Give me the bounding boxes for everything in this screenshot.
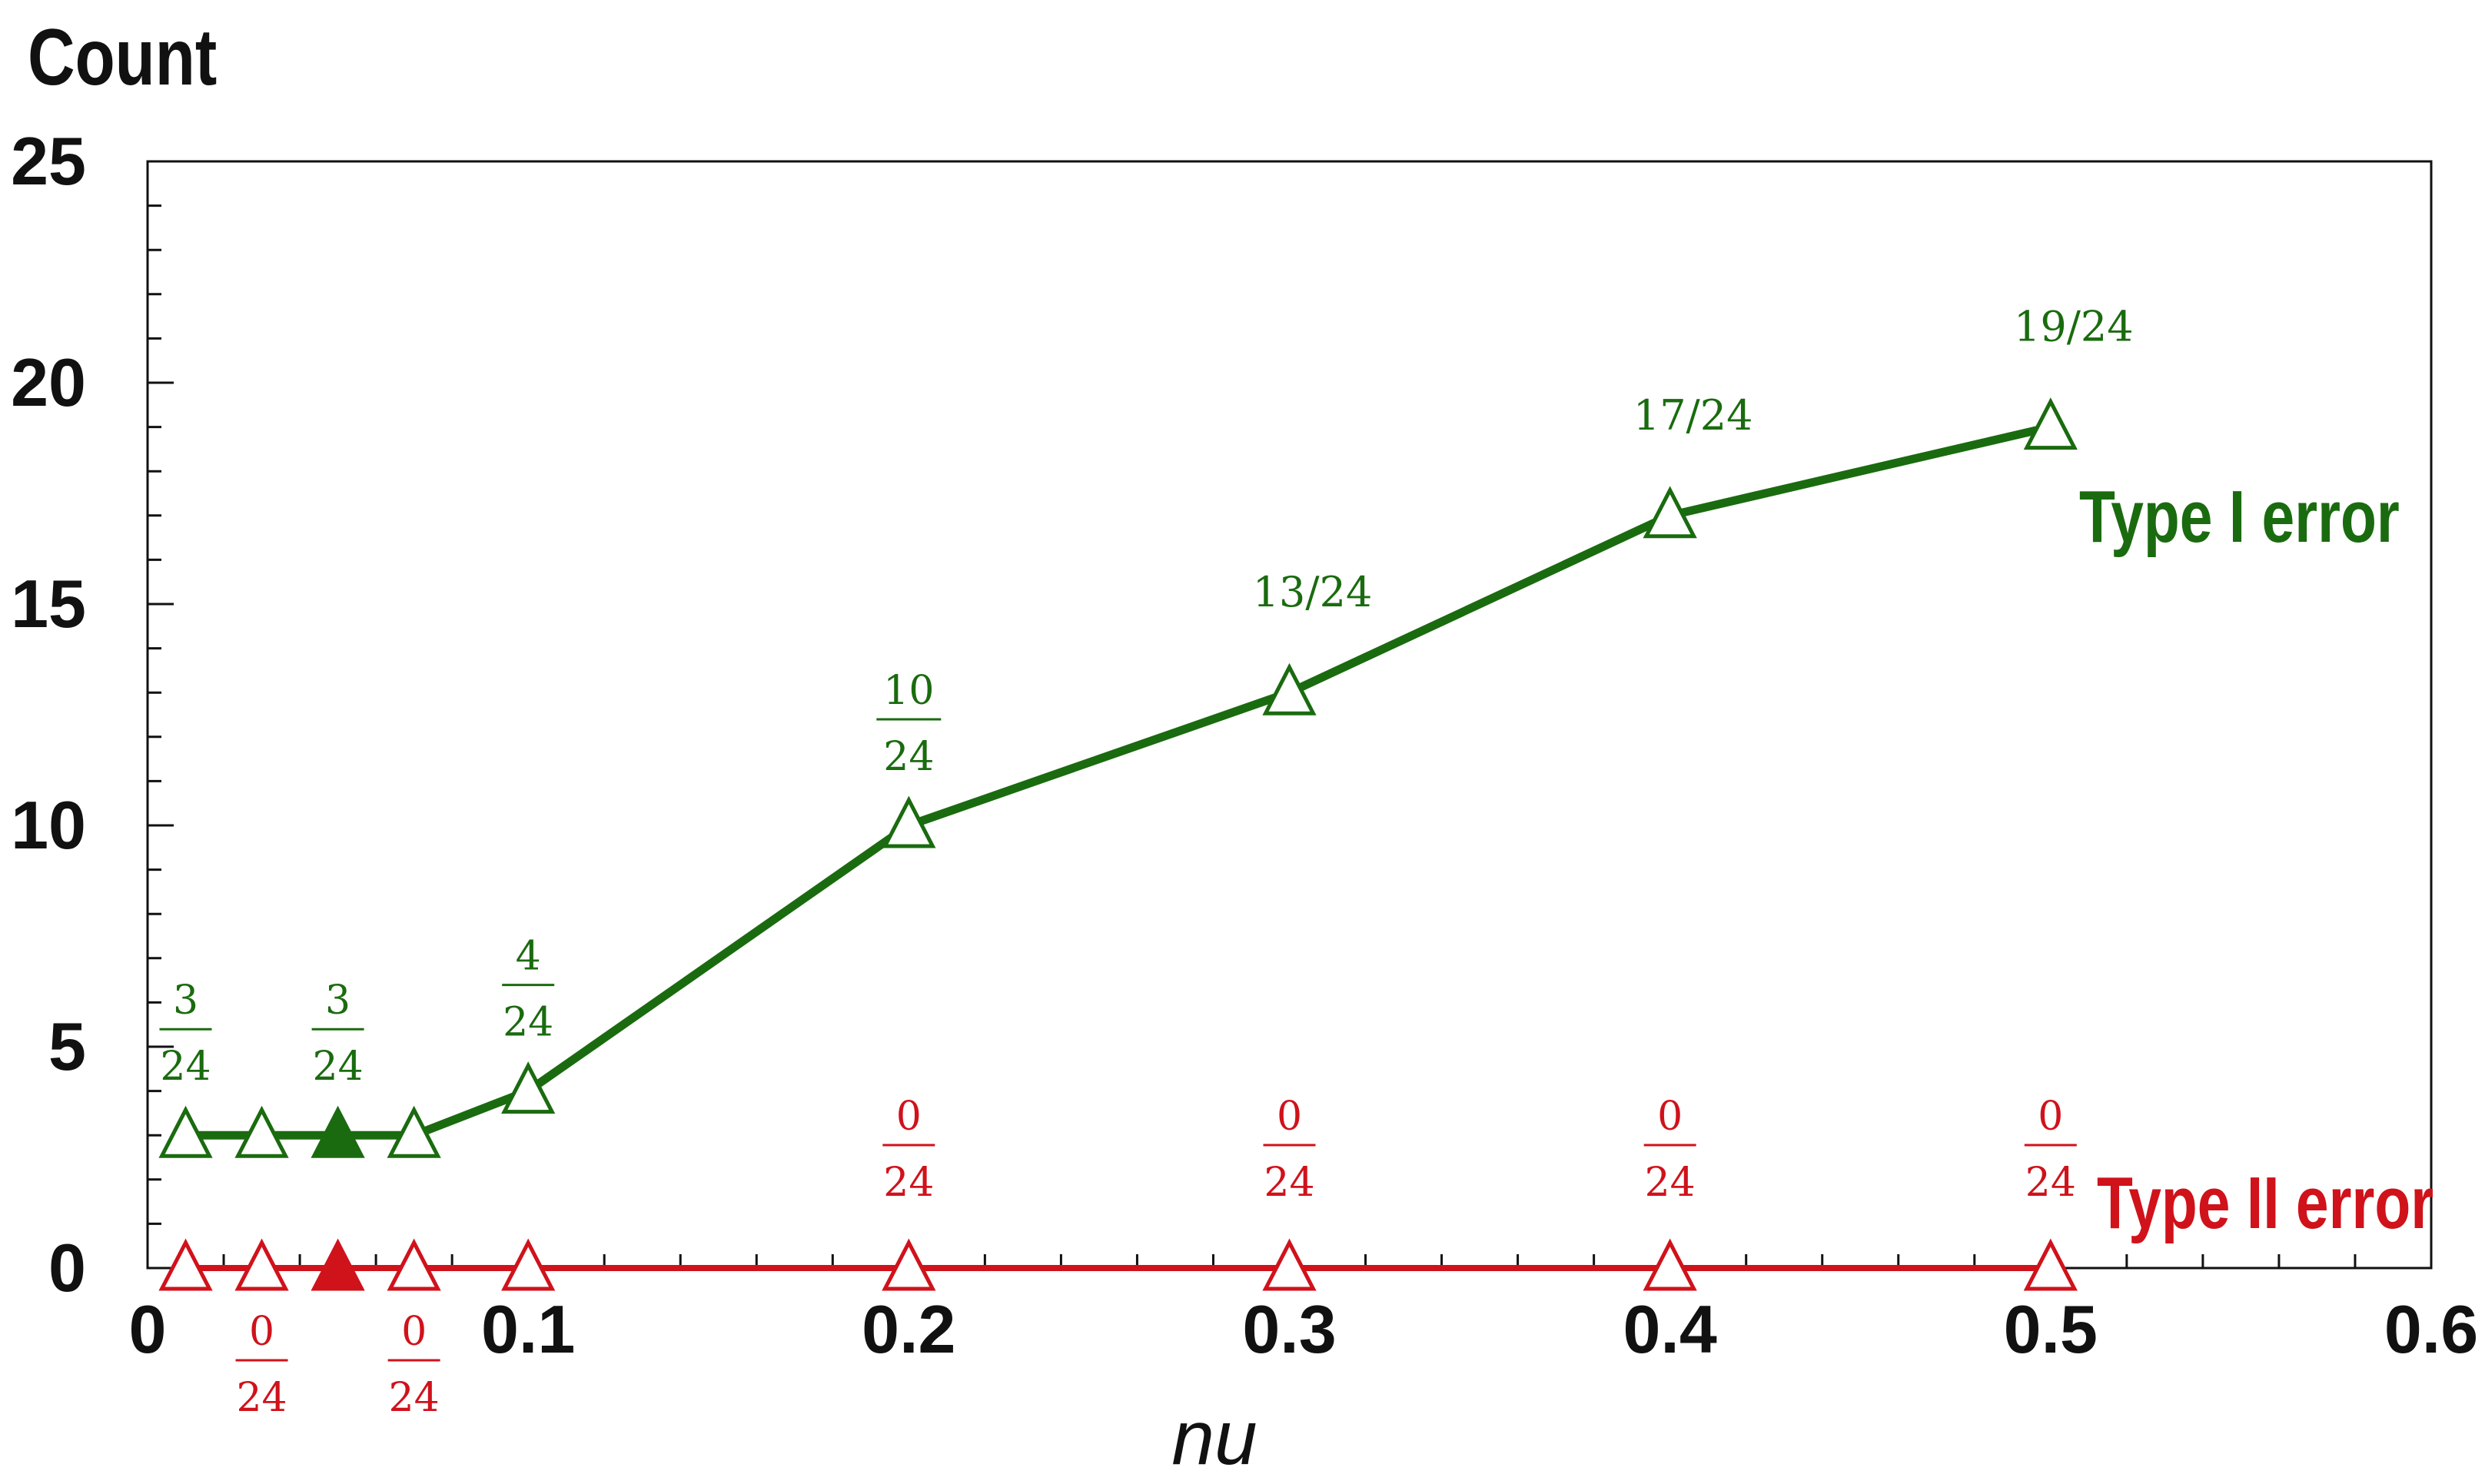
count-annotation: 13/24 bbox=[1253, 568, 1373, 616]
data-point bbox=[882, 795, 936, 848]
axes: 0 0.1 0.2 0.3 0.4 0.5 0.6 0 5 10 15 20 25 bbox=[11, 123, 2478, 1367]
count-annotation: 17/24 bbox=[1633, 391, 1753, 440]
count-annotation: 19/24 bbox=[2014, 303, 2134, 351]
data-point bbox=[882, 1238, 936, 1291]
data-point bbox=[1643, 486, 1697, 539]
annotation-numerator: 4 bbox=[516, 934, 541, 980]
annotation-numerator: 0 bbox=[2038, 1094, 2063, 1140]
annotation-denominator: 24 bbox=[160, 1044, 211, 1090]
data-point bbox=[1643, 1238, 1697, 1291]
count-annotation: 324 bbox=[159, 978, 212, 1090]
y-tick-label: 15 bbox=[11, 566, 86, 642]
annotation-numerator: 0 bbox=[249, 1309, 274, 1355]
x-axis-label: nu bbox=[1171, 1395, 1257, 1481]
count-annotation: 024 bbox=[2024, 1094, 2077, 1206]
data-point bbox=[1262, 1238, 1317, 1291]
data-point bbox=[234, 1105, 289, 1158]
annotation-numerator: 0 bbox=[1277, 1094, 1302, 1140]
annotation-denominator: 24 bbox=[883, 734, 934, 780]
data-point bbox=[158, 1238, 213, 1291]
x-tick-label: 0.2 bbox=[862, 1291, 955, 1367]
annotation-text: 17/24 bbox=[1633, 391, 1753, 440]
y-tick-label: 5 bbox=[48, 1008, 86, 1084]
data-point bbox=[501, 1061, 556, 1114]
markers bbox=[158, 397, 2078, 1291]
annotation-denominator: 24 bbox=[503, 1000, 553, 1046]
count-annotation: 324 bbox=[311, 978, 364, 1090]
annotation-numerator: 10 bbox=[883, 668, 934, 714]
count-annotation: 424 bbox=[502, 934, 555, 1046]
data-point bbox=[387, 1105, 441, 1158]
data-point bbox=[2023, 397, 2078, 450]
x-tick-label: 0.6 bbox=[2384, 1291, 2478, 1367]
annotation-numerator: 0 bbox=[1657, 1094, 1683, 1140]
count-annotation: 024 bbox=[1263, 1094, 1316, 1206]
annotation-denominator: 24 bbox=[312, 1044, 363, 1090]
data-point bbox=[387, 1238, 441, 1291]
x-tick-label: 0.3 bbox=[1242, 1291, 1336, 1367]
count-annotation: 024 bbox=[1643, 1094, 1696, 1206]
y-tick-label: 0 bbox=[48, 1230, 86, 1306]
x-tick-label: 0.4 bbox=[1623, 1291, 1716, 1367]
annotation-denominator: 24 bbox=[1645, 1160, 1696, 1206]
x-tick-label: 0 bbox=[129, 1291, 167, 1367]
annotations: 324324424102413/2417/2419/24024024024024… bbox=[159, 303, 2134, 1421]
data-point bbox=[2023, 1238, 2078, 1291]
series-lines bbox=[185, 423, 2052, 1271]
y-tick-label: 25 bbox=[11, 123, 86, 199]
data-point bbox=[501, 1238, 556, 1291]
data-point bbox=[1262, 662, 1317, 715]
annotation-numerator: 3 bbox=[325, 978, 350, 1024]
annotation-denominator: 24 bbox=[389, 1375, 440, 1421]
y-axis-label: Count bbox=[28, 13, 217, 102]
annotation-denominator: 24 bbox=[2025, 1160, 2076, 1206]
annotation-numerator: 0 bbox=[401, 1309, 427, 1355]
count-annotation: 024 bbox=[387, 1309, 440, 1421]
count-annotation: 024 bbox=[882, 1094, 935, 1206]
annotation-denominator: 24 bbox=[236, 1375, 287, 1421]
annotation-text: 19/24 bbox=[2014, 303, 2134, 351]
data-point bbox=[311, 1105, 365, 1158]
y-tick-label: 10 bbox=[11, 787, 86, 863]
y-tick-label: 20 bbox=[11, 344, 86, 420]
annotation-denominator: 24 bbox=[883, 1160, 934, 1206]
series-labels: Type I error Type II error bbox=[2079, 476, 2434, 1244]
x-tick-label: 0.5 bbox=[2004, 1291, 2098, 1367]
data-point bbox=[234, 1238, 289, 1291]
count-annotation: 024 bbox=[235, 1309, 288, 1421]
series-line bbox=[185, 423, 2052, 1140]
series-label: Type I error bbox=[2079, 476, 2400, 558]
annotation-denominator: 24 bbox=[1264, 1160, 1314, 1206]
x-tick-label: 0.1 bbox=[481, 1291, 575, 1367]
data-point bbox=[158, 1105, 213, 1158]
annotation-numerator: 3 bbox=[173, 978, 198, 1024]
series-label: Type II error bbox=[2097, 1162, 2434, 1244]
annotation-text: 13/24 bbox=[1253, 568, 1373, 616]
data-point bbox=[311, 1238, 365, 1291]
annotation-numerator: 0 bbox=[896, 1094, 922, 1140]
